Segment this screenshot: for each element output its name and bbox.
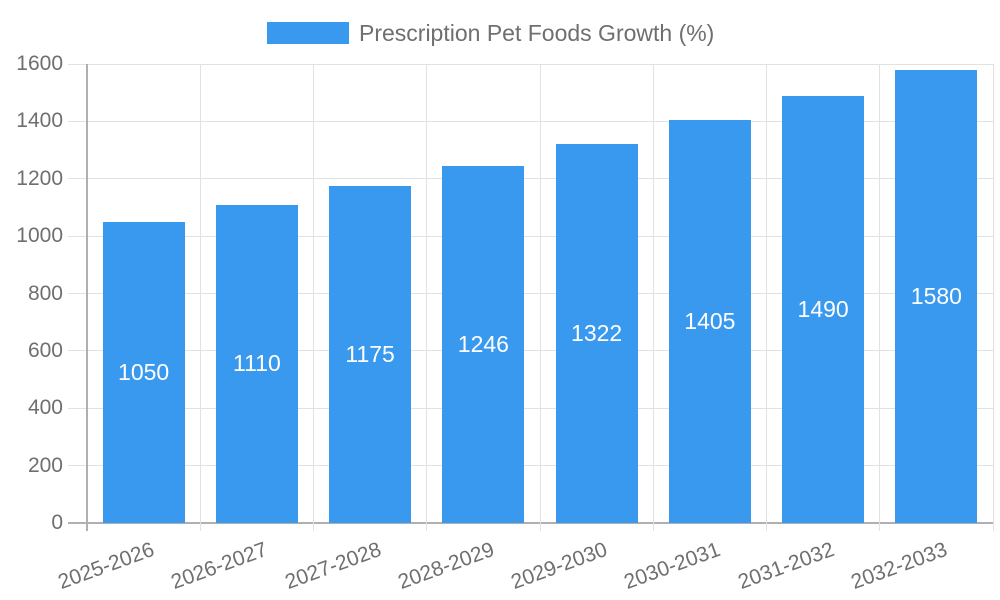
gridline	[879, 64, 881, 531]
y-axis-tick-label: 1200	[16, 166, 63, 190]
y-axis-tick-label: 0	[51, 511, 63, 534]
x-axis-label: 2030-2031	[621, 538, 724, 594]
y-axis-tick-label: 1000	[16, 224, 63, 248]
x-axis-label: 2026-2027	[168, 538, 271, 594]
x-axis-label: 2027-2028	[281, 538, 384, 594]
gridline	[68, 293, 993, 294]
bar-value-label: 1580	[910, 282, 962, 309]
gridline	[766, 64, 767, 531]
legend-item[interactable]: Prescription Pet Foods Growth (%)	[267, 18, 714, 48]
bar-2031-2032[interactable]: 1490	[782, 95, 865, 523]
gridline	[68, 120, 993, 122]
gridline	[68, 407, 993, 409]
y-axis-tick-label: 800	[27, 281, 63, 305]
x-axis-label: 2029-2030	[508, 538, 611, 594]
x-axis-line	[68, 522, 993, 524]
y-axis-line	[86, 64, 88, 531]
y-axis-tick-label: 200	[27, 453, 63, 477]
bar-2030-2031[interactable]: 1405	[668, 119, 751, 523]
bar-2027-2028[interactable]: 1175	[329, 185, 412, 523]
bar-value-label: 1490	[797, 295, 849, 322]
gridline	[68, 178, 993, 180]
bar-2025-2026[interactable]: 1050	[102, 221, 185, 523]
bar-2029-2030[interactable]: 1322	[555, 143, 638, 523]
gridline	[426, 64, 428, 531]
bar-value-label: 1175	[345, 340, 395, 367]
gridline	[68, 350, 993, 352]
bar-2028-2029[interactable]: 1246	[442, 165, 525, 523]
gridline	[68, 465, 993, 467]
y-axis-tick-label: 600	[27, 338, 63, 362]
bar-value-label: 1405	[684, 307, 736, 334]
gridline	[313, 64, 314, 531]
gridline	[539, 64, 541, 531]
bar-2032-2033[interactable]: 1580	[895, 69, 978, 523]
bar-value-label: 1050	[118, 358, 170, 385]
y-axis-tick-label: 1600	[16, 52, 63, 75]
x-axis-label: 2031-2032	[734, 538, 837, 594]
bar-2026-2027[interactable]: 1110	[215, 204, 298, 523]
x-axis-label: 2028-2029	[394, 538, 498, 594]
legend-swatch	[267, 22, 349, 44]
y-axis-tick-label: 1400	[16, 109, 63, 133]
bar-value-label: 1110	[232, 350, 281, 377]
gridline	[992, 64, 994, 531]
x-axis-label: 2025-2026	[55, 538, 158, 594]
gridline	[68, 235, 993, 237]
bar-value-label: 1322	[571, 319, 623, 346]
y-axis-tick-label: 400	[27, 396, 63, 420]
x-axis-label: 2032-2033	[847, 538, 951, 594]
legend-label: Prescription Pet Foods Growth (%)	[359, 19, 715, 46]
gridline	[199, 64, 201, 531]
gridline	[68, 63, 993, 65]
gridline	[652, 64, 654, 531]
bar-value-label: 1246	[457, 330, 509, 357]
